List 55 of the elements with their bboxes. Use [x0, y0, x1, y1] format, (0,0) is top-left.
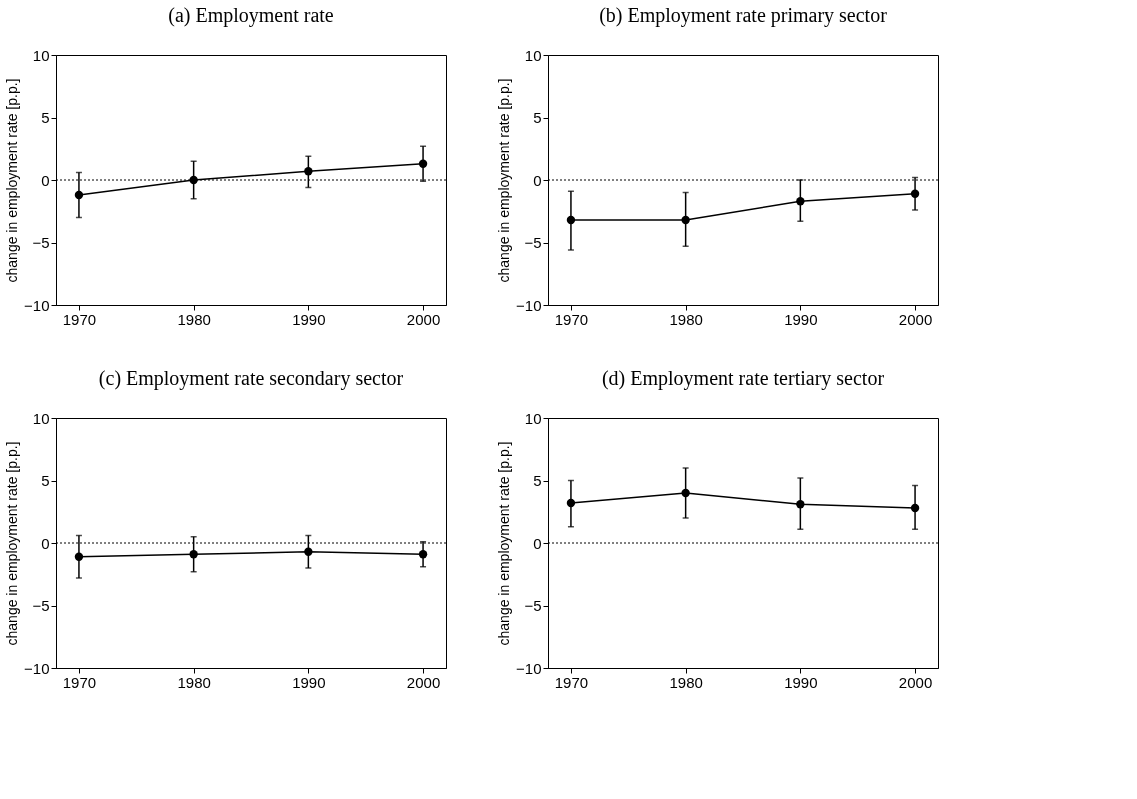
- x-tick-label: 1990: [292, 673, 326, 691]
- point: [796, 500, 805, 509]
- y-tick-label: 10: [32, 46, 50, 64]
- point: [566, 498, 576, 508]
- y-tick-label: 10: [524, 409, 542, 427]
- y-tick-label: −5: [524, 597, 542, 614]
- y-axis-title: change in employment rate [p.p.]: [4, 78, 21, 283]
- y-tick-label: 0: [533, 171, 542, 189]
- x-tick-label: 1980: [177, 310, 211, 328]
- y-tick-label: 10: [32, 409, 50, 427]
- x-tick-label: 1970: [554, 310, 589, 328]
- y-tick-label: 0: [41, 171, 50, 189]
- point: [910, 503, 920, 513]
- y-tick-label: −10: [24, 659, 50, 677]
- x-tick-label: 1990: [784, 310, 818, 328]
- point: [681, 488, 690, 498]
- x-tick-label: 1990: [292, 310, 326, 328]
- y-tick-label: −5: [32, 234, 50, 251]
- point: [796, 197, 805, 206]
- point: [418, 159, 428, 168]
- point: [304, 167, 313, 176]
- x-tick-label: 1970: [62, 310, 97, 328]
- x-tick-label: 2000: [898, 310, 933, 328]
- point: [910, 189, 920, 198]
- y-tick-label: 5: [41, 109, 50, 126]
- point: [74, 190, 84, 200]
- chart-title: (c) Employment rate secondary sector: [98, 367, 404, 390]
- y-axis-title: change in employment rate [p.p.]: [4, 441, 21, 646]
- x-tick-label: 1980: [669, 310, 703, 328]
- x-tick-label: 2000: [406, 310, 441, 328]
- x-tick-label: 2000: [898, 673, 933, 691]
- chart-title: (b) Employment rate primary sector: [599, 4, 888, 27]
- y-axis-title: change in employment rate [p.p.]: [496, 441, 513, 646]
- y-tick-label: −5: [32, 597, 50, 614]
- y-tick-label: −5: [524, 234, 542, 251]
- point: [681, 215, 690, 225]
- x-tick-label: 1980: [669, 673, 703, 691]
- y-tick-label: −10: [516, 659, 542, 677]
- y-tick-label: −10: [24, 296, 50, 314]
- y-tick-label: 5: [533, 472, 542, 489]
- chart-title: (d) Employment rate tertiary sector: [601, 367, 885, 390]
- y-tick-label: 0: [533, 534, 542, 552]
- chart-title: (a) Employment rate: [168, 4, 334, 27]
- y-axis-title: change in employment rate [p.p.]: [496, 78, 513, 283]
- x-tick-label: 1970: [62, 673, 97, 691]
- y-tick-label: 5: [533, 109, 542, 126]
- x-tick-label: 1970: [554, 673, 589, 691]
- y-tick-label: 0: [41, 534, 50, 552]
- x-tick-label: 2000: [406, 673, 441, 691]
- x-tick-label: 1990: [784, 673, 818, 691]
- point: [566, 215, 576, 225]
- x-tick-label: 1980: [177, 673, 211, 691]
- y-tick-label: 10: [524, 46, 542, 64]
- y-tick-label: −10: [516, 296, 542, 314]
- y-tick-label: 5: [41, 472, 50, 489]
